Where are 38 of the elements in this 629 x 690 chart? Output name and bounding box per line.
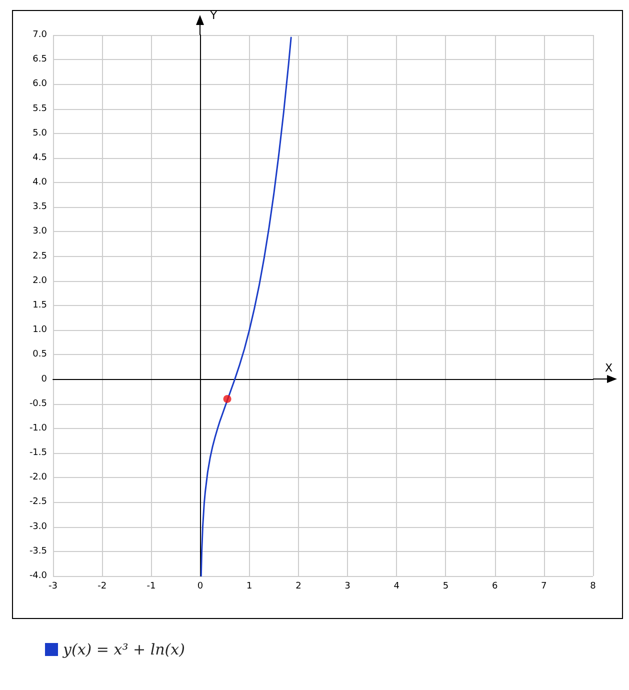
- y-tick-label: -2.5: [29, 497, 47, 508]
- x-tick-label: -2: [98, 582, 107, 592]
- x-tick-label: 2: [296, 582, 302, 592]
- y-tick-label: 4.0: [32, 178, 48, 188]
- y-tick-label: 6.0: [32, 79, 48, 90]
- y-tick-label: -4.0: [29, 571, 48, 581]
- y-tick-label: 1.0: [32, 325, 48, 336]
- x-tick-label: 6: [492, 582, 498, 592]
- y-tick-label: -1.0: [29, 423, 48, 434]
- x-tick-label: 4: [394, 582, 400, 592]
- legend-label: y(x) = x³ + ln(x): [62, 640, 186, 658]
- y-tick-label: 2.0: [32, 276, 48, 286]
- y-tick-label: 3.0: [32, 226, 48, 237]
- x-tick-label: 1: [246, 582, 252, 592]
- x-tick-label: -1: [146, 582, 156, 592]
- x-tick-label: 3: [344, 582, 350, 592]
- y-tick-label: 6.5: [32, 54, 47, 65]
- y-tick-label: 1.5: [32, 300, 47, 310]
- y-tick-label: -1.5: [29, 448, 47, 458]
- y-tick-label: 2.5: [32, 251, 47, 262]
- x-axis-title: X: [605, 361, 613, 374]
- y-tick-label: -3.0: [29, 522, 48, 532]
- x-tick-label: 5: [442, 582, 449, 592]
- y-tick-label: 5.0: [32, 128, 48, 138]
- y-tick-label: 5.5: [32, 104, 47, 114]
- y-tick-label: 4.5: [32, 152, 47, 163]
- y-tick-label: -0.5: [29, 398, 47, 409]
- y-tick-label: 7.0: [32, 30, 48, 40]
- y-tick-label: -2.0: [29, 472, 48, 483]
- y-axis-title: Y: [209, 9, 218, 22]
- x-tick-label: 8: [590, 582, 596, 592]
- x-tick-label: 0: [197, 582, 204, 592]
- y-tick-label: 0: [41, 374, 48, 384]
- y-tick-label: 0.5: [32, 350, 47, 360]
- y-tick-label: 3.5: [32, 202, 47, 212]
- x-tick-label: -3: [48, 582, 58, 592]
- x-tick-label: 7: [541, 582, 547, 592]
- y-tick-label: -3.5: [29, 546, 47, 556]
